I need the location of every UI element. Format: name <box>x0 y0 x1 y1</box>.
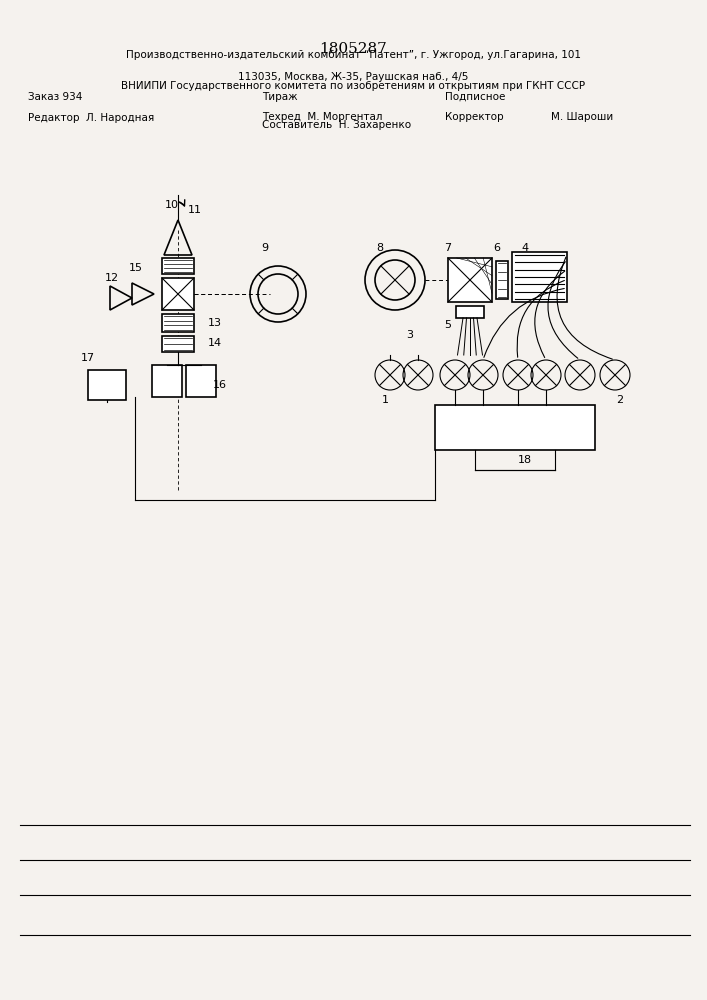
Text: 10: 10 <box>165 200 179 210</box>
Text: 6: 6 <box>493 243 501 253</box>
Text: 4: 4 <box>522 243 529 253</box>
Text: ВНИИПИ Государственного комитета по изобретениям и открытиям при ГКНТ СССР: ВНИИПИ Государственного комитета по изоб… <box>122 81 585 91</box>
Text: Производственно-издательский комбинат “Патент”, г. Ужгород, ул.Гагарина, 101: Производственно-издательский комбинат “П… <box>126 50 581 60</box>
Text: М. Шароши: М. Шароши <box>551 112 614 122</box>
Bar <box>186 365 216 397</box>
Text: 5: 5 <box>445 320 452 330</box>
Text: Подписное: Подписное <box>445 92 506 102</box>
Bar <box>162 278 194 310</box>
Text: 3: 3 <box>407 330 414 340</box>
Bar <box>162 258 194 274</box>
Bar <box>448 258 492 302</box>
Text: 14: 14 <box>208 338 222 348</box>
Text: 7: 7 <box>445 243 452 253</box>
Text: Корректор: Корректор <box>445 112 504 122</box>
Text: 1: 1 <box>382 395 389 405</box>
Text: Тираж: Тираж <box>262 92 297 102</box>
Bar <box>456 306 484 318</box>
Text: 17: 17 <box>81 353 95 363</box>
Text: Редактор  Л. Народная: Редактор Л. Народная <box>28 113 155 123</box>
Text: Составитель  Н. Захаренко: Составитель Н. Захаренко <box>262 120 411 130</box>
Text: 11: 11 <box>188 205 202 215</box>
Text: 113035, Москва, Ж-35, Раушская наб., 4/5: 113035, Москва, Ж-35, Раушская наб., 4/5 <box>238 72 469 82</box>
Text: 9: 9 <box>262 243 269 253</box>
Text: 2: 2 <box>617 395 624 405</box>
Text: Техред  М. Моргентал: Техред М. Моргентал <box>262 112 382 122</box>
Bar <box>88 370 126 400</box>
Text: 13: 13 <box>208 318 222 328</box>
Text: 1805287: 1805287 <box>319 42 387 56</box>
Bar <box>496 261 508 299</box>
Text: 8: 8 <box>376 243 384 253</box>
Text: 12: 12 <box>105 273 119 283</box>
Bar <box>162 314 194 332</box>
Bar <box>162 336 194 352</box>
Bar <box>435 405 595 450</box>
Text: Заказ 934: Заказ 934 <box>28 92 83 102</box>
Bar <box>512 252 567 302</box>
Text: 16: 16 <box>213 380 227 390</box>
Text: 15: 15 <box>129 263 143 273</box>
Text: 18: 18 <box>518 455 532 465</box>
Bar <box>152 365 182 397</box>
